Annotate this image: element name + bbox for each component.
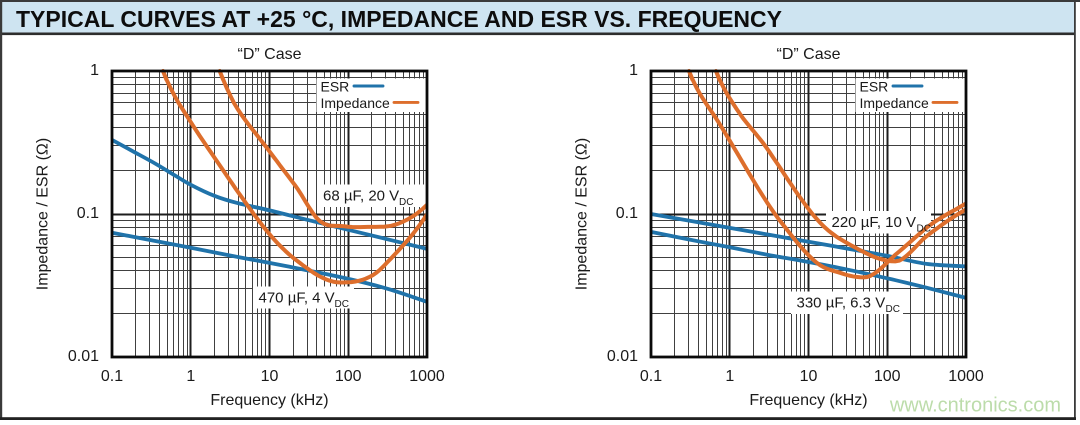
svg-text:“D” Case: “D” Case — [237, 46, 301, 63]
svg-text:68 µF, 20 V: 68 µF, 20 V — [323, 188, 399, 205]
svg-text:1: 1 — [186, 368, 195, 385]
svg-text:1: 1 — [725, 368, 734, 385]
svg-text:0.01: 0.01 — [68, 348, 99, 365]
svg-text:1: 1 — [90, 62, 99, 79]
svg-text:100: 100 — [874, 368, 901, 385]
svg-text:ESR: ESR — [860, 79, 889, 95]
svg-text:100: 100 — [335, 368, 362, 385]
svg-text:ESR: ESR — [321, 79, 350, 95]
svg-text:Frequency (kHz): Frequency (kHz) — [749, 392, 867, 409]
svg-text:Impedance / ESR (Ω): Impedance / ESR (Ω) — [574, 138, 591, 290]
svg-text:220 µF, 10 V: 220 µF, 10 V — [832, 214, 917, 231]
svg-text:1000: 1000 — [948, 368, 984, 385]
svg-text:Frequency (kHz): Frequency (kHz) — [210, 392, 328, 409]
svg-text:DC: DC — [399, 197, 413, 208]
svg-text:DC: DC — [335, 299, 349, 310]
svg-text:Impedance: Impedance — [860, 95, 929, 111]
svg-text:0.01: 0.01 — [607, 348, 638, 365]
svg-text:470 µF, 4 V: 470 µF, 4 V — [259, 290, 335, 307]
svg-text:1: 1 — [629, 62, 638, 79]
svg-text:TYPICAL CURVES AT +25 °C, IMPE: TYPICAL CURVES AT +25 °C, IMPEDANCE AND … — [16, 6, 782, 32]
svg-text:DC: DC — [917, 224, 931, 235]
svg-text:10: 10 — [800, 368, 818, 385]
svg-text:10: 10 — [261, 368, 279, 385]
svg-text:0.1: 0.1 — [616, 205, 638, 222]
svg-text:0.1: 0.1 — [640, 368, 662, 385]
svg-text:“D” Case: “D” Case — [776, 46, 840, 63]
svg-text:0.1: 0.1 — [77, 205, 99, 222]
svg-text:330 µF, 6.3 V: 330 µF, 6.3 V — [797, 295, 886, 312]
svg-text:Impedance: Impedance — [321, 95, 390, 111]
svg-text:1000: 1000 — [409, 368, 445, 385]
svg-text:0.1: 0.1 — [101, 368, 123, 385]
svg-text:www.cntronics.com: www.cntronics.com — [889, 395, 1061, 417]
svg-text:DC: DC — [886, 304, 900, 315]
svg-text:Impedance / ESR (Ω): Impedance / ESR (Ω) — [35, 138, 52, 290]
